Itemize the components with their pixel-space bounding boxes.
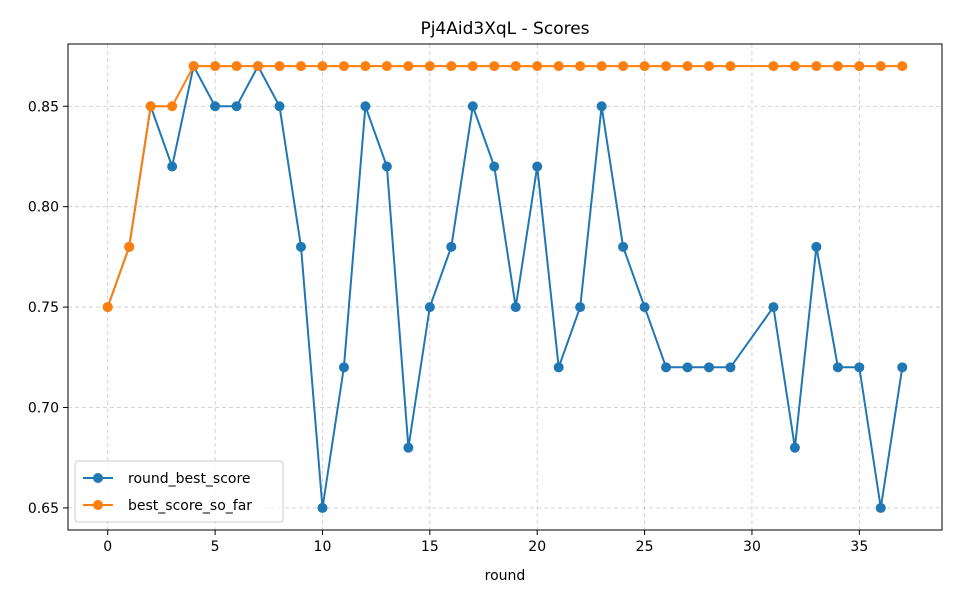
data-point-round-best-score xyxy=(575,302,586,313)
data-point-round-best-score xyxy=(317,502,328,513)
data-point-round-best-score xyxy=(210,101,221,112)
data-point-round-best-score xyxy=(596,101,607,112)
data-point-round-best-score xyxy=(639,302,650,313)
data-point-round-best-score xyxy=(618,241,629,252)
data-point-best-score-so-far xyxy=(210,61,221,72)
data-point-best-score-so-far xyxy=(575,61,586,72)
data-point-best-score-so-far xyxy=(295,61,306,72)
data-point-round-best-score xyxy=(424,302,435,313)
data-point-best-score-so-far xyxy=(789,61,800,72)
data-point-best-score-so-far xyxy=(102,302,113,313)
data-point-best-score-so-far xyxy=(145,101,156,112)
data-point-best-score-so-far xyxy=(854,61,865,72)
data-point-best-score-so-far xyxy=(381,61,392,72)
y-tick-label: 0.80 xyxy=(28,200,59,216)
data-point-round-best-score xyxy=(532,161,543,172)
data-point-round-best-score xyxy=(854,362,865,373)
ticks: 0 5 10 15 20 25 30 35 0.65 0.70 0.75 0.80 0.85 xyxy=(28,99,868,555)
data-point-best-score-so-far xyxy=(768,61,779,72)
y-tick-label: 0.85 xyxy=(28,99,59,115)
data-point-best-score-so-far xyxy=(897,61,908,72)
data-point-round-best-score xyxy=(403,442,414,453)
data-point-round-best-score xyxy=(553,362,564,373)
data-point-best-score-so-far xyxy=(596,61,607,72)
data-point-best-score-so-far xyxy=(532,61,543,72)
data-point-best-score-so-far xyxy=(446,61,457,72)
data-point-best-score-so-far xyxy=(618,61,629,72)
data-point-round-best-score xyxy=(897,362,908,373)
data-point-round-best-score xyxy=(510,302,521,313)
data-point-round-best-score xyxy=(704,362,715,373)
data-point-best-score-so-far xyxy=(124,241,135,252)
data-point-round-best-score xyxy=(489,161,500,172)
data-point-best-score-so-far xyxy=(167,101,178,112)
data-point-round-best-score xyxy=(789,442,800,453)
data-point-best-score-so-far xyxy=(661,61,672,72)
data-point-best-score-so-far xyxy=(832,61,843,72)
data-point-round-best-score xyxy=(295,241,306,252)
data-point-best-score-so-far xyxy=(467,61,478,72)
legend-marker-best-score-so-far xyxy=(93,500,103,510)
data-point-round-best-score xyxy=(338,362,349,373)
data-point-round-best-score xyxy=(231,101,242,112)
legend-label-round-best-score: round_best_score xyxy=(128,471,251,487)
data-point-round-best-score xyxy=(725,362,736,373)
data-point-best-score-so-far xyxy=(231,61,242,72)
x-tick-label: 5 xyxy=(211,539,220,555)
data-point-best-score-so-far xyxy=(811,61,822,72)
data-point-best-score-so-far xyxy=(639,61,650,72)
x-tick-label: 20 xyxy=(528,539,546,555)
y-tick-label: 0.75 xyxy=(28,300,59,316)
data-point-best-score-so-far xyxy=(274,61,285,72)
data-point-best-score-so-far xyxy=(489,61,500,72)
data-point-round-best-score xyxy=(682,362,693,373)
data-point-round-best-score xyxy=(467,101,478,112)
data-point-best-score-so-far xyxy=(682,61,693,72)
data-point-best-score-so-far xyxy=(188,61,199,72)
legend-marker-round-best-score xyxy=(93,473,103,483)
data-point-round-best-score xyxy=(811,241,822,252)
data-point-round-best-score xyxy=(381,161,392,172)
data-point-round-best-score xyxy=(446,241,457,252)
grid xyxy=(68,44,942,530)
data-point-best-score-so-far xyxy=(424,61,435,72)
data-point-round-best-score xyxy=(167,161,178,172)
series-layer xyxy=(102,61,908,513)
data-point-round-best-score xyxy=(875,502,886,513)
data-point-best-score-so-far xyxy=(360,61,371,72)
x-tick-label: 15 xyxy=(421,539,439,555)
x-tick-label: 0 xyxy=(103,539,112,555)
data-point-best-score-so-far xyxy=(317,61,328,72)
data-point-best-score-so-far xyxy=(875,61,886,72)
data-point-round-best-score xyxy=(360,101,371,112)
x-tick-label: 30 xyxy=(743,539,761,555)
legend: round_best_score best_score_so_far xyxy=(74,460,284,523)
data-point-best-score-so-far xyxy=(725,61,736,72)
legend-box xyxy=(74,460,284,523)
y-tick-label: 0.70 xyxy=(28,400,59,416)
x-axis-label: round xyxy=(485,568,526,584)
plot-frame xyxy=(67,43,943,531)
y-tick-label: 0.65 xyxy=(28,501,59,517)
data-point-round-best-score xyxy=(832,362,843,373)
data-point-round-best-score xyxy=(274,101,285,112)
legend-label-best-score-so-far: best_score_so_far xyxy=(128,498,252,514)
data-point-best-score-so-far xyxy=(510,61,521,72)
data-point-best-score-so-far xyxy=(338,61,349,72)
x-tick-label: 10 xyxy=(314,539,332,555)
x-tick-label: 35 xyxy=(850,539,868,555)
x-tick-label: 25 xyxy=(636,539,654,555)
data-point-best-score-so-far xyxy=(553,61,564,72)
data-point-round-best-score xyxy=(768,302,779,313)
data-point-best-score-so-far xyxy=(253,61,264,72)
data-point-best-score-so-far xyxy=(403,61,414,72)
chart-title: Pj4Aid3XqL - Scores xyxy=(420,19,589,39)
data-point-round-best-score xyxy=(661,362,672,373)
data-point-best-score-so-far xyxy=(704,61,715,72)
